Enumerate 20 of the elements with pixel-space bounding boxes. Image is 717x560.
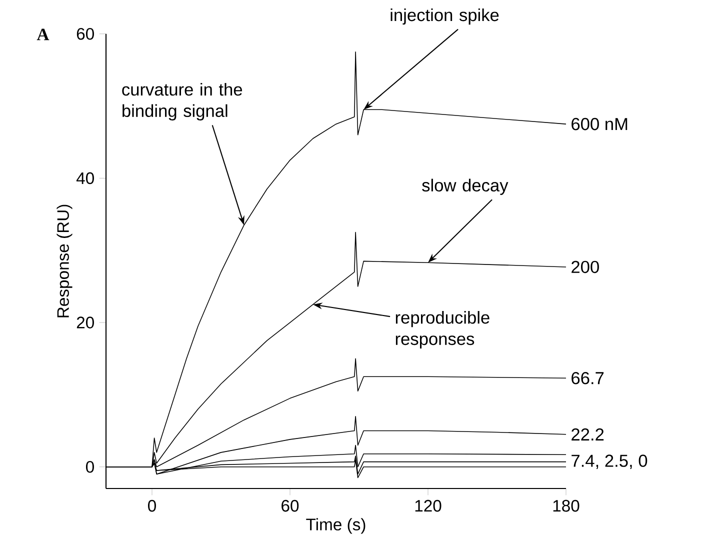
annotation: injection spike bbox=[390, 8, 499, 25]
y-tick-label: 20 bbox=[76, 316, 94, 328]
annotation: 200 bbox=[572, 260, 599, 274]
x-tick-label: 0 bbox=[148, 500, 156, 512]
annotation: 600 nM bbox=[572, 118, 628, 130]
annotation: 22.2 bbox=[572, 428, 604, 440]
y-tick-label: 40 bbox=[76, 172, 94, 184]
annotation: 66.7 bbox=[572, 372, 604, 384]
y-tick-label: 60 bbox=[76, 28, 94, 40]
annotation: reproducible responses bbox=[396, 311, 490, 348]
annotation: curvature in the binding signal bbox=[122, 82, 242, 120]
y-axis-title: Response (RU) bbox=[56, 204, 72, 318]
x-tick-label: 120 bbox=[415, 500, 442, 512]
x-tick-label: 60 bbox=[282, 500, 299, 512]
x-tick-label: 180 bbox=[553, 500, 580, 512]
x-axis-title: Time (s) bbox=[306, 518, 366, 534]
y-tick-label: 0 bbox=[86, 460, 94, 473]
annotation: slow decay bbox=[422, 178, 508, 195]
annotation: 7.4, 2.5, 0 bbox=[572, 454, 648, 469]
text: A bbox=[36, 28, 50, 40]
